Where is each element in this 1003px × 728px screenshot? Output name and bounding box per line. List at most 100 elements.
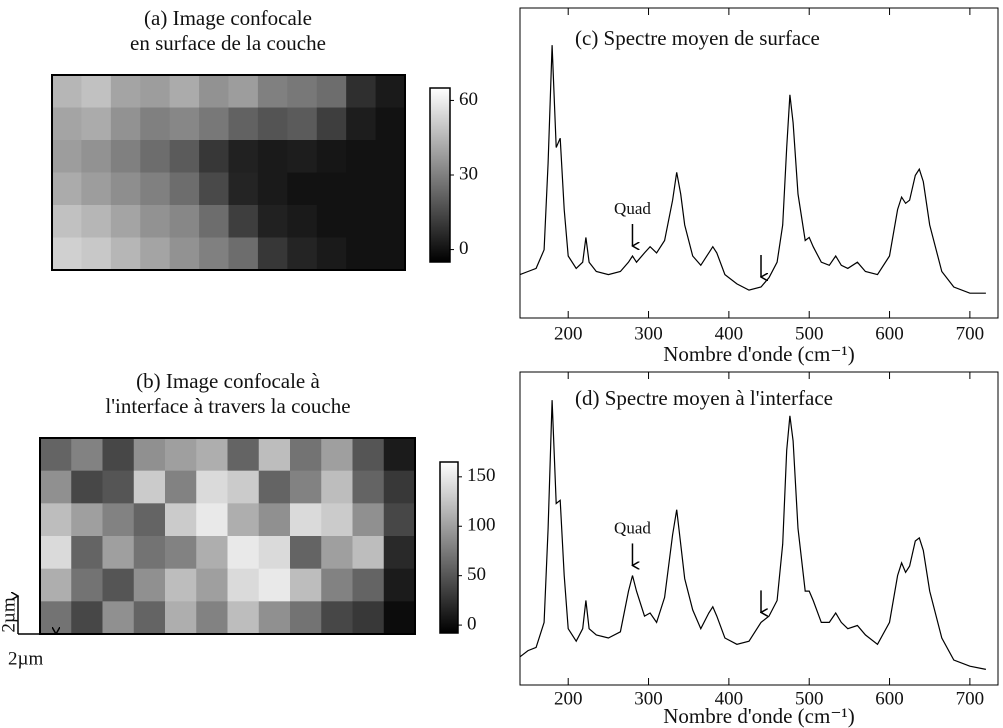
heatmap-cell [102,568,135,602]
colorbar-tick-label: 50 [467,564,486,585]
plot-frame [519,7,999,319]
heatmap-cell [199,237,229,271]
heatmap-cell [228,75,259,108]
heatmap-cell [140,75,171,108]
heatmap-cell [321,438,353,472]
heatmap-cell [227,470,260,504]
heatmap-cell [52,140,82,173]
heatmap-cell [71,470,103,504]
heatmap-cell [140,205,171,238]
spectrum-line [519,400,987,670]
heatmap-cell [110,237,141,271]
heatmap-cell [352,470,385,504]
heatmap-cell [71,601,103,635]
heatmap-cell [140,172,171,206]
heatmap-cell [257,140,288,173]
heatmap-cell [81,172,112,206]
heatmap-cell [316,205,347,238]
heatmap-cell [383,438,416,472]
heatmap-cell [375,172,406,206]
heatmap-cell [133,536,166,570]
scale-bar-label: 2µm [0,597,19,632]
colorbar [439,461,459,634]
heatmap-cell [352,601,385,635]
heatmap-cell [52,107,82,141]
heatmap-cell [40,568,72,602]
x-tick-label: 400 [715,688,744,709]
x-tick-label: 500 [795,688,824,709]
heatmap-cell [102,438,135,472]
heatmap-cell [40,536,72,570]
heatmap-cell [227,568,260,602]
plot-frame [519,371,999,686]
heatmap-cell [102,601,135,635]
heatmap-cell [383,568,416,602]
heatmap-cell [290,536,322,570]
heatmap-cell [81,107,112,141]
chart-title: (b) Image confocale à [136,369,320,393]
colorbar-tick-label: 150 [467,465,496,486]
heatmap-cell [228,140,259,173]
heatmap-cell [287,107,318,141]
heatmap-cell [133,503,166,537]
heatmap-cell [228,172,259,206]
heatmap-frame [51,74,406,271]
heatmap-cell [257,172,288,206]
heatmap-cell [71,568,103,602]
heatmap-cell [290,470,322,504]
heatmap-cell [169,75,200,108]
heatmap-cell [165,470,197,504]
heatmap-cell [352,503,385,537]
heatmap-cell [290,438,322,472]
heatmap-cell [375,237,406,271]
heatmap-cell [133,568,166,602]
colorbar-tick-label: 0 [467,613,477,634]
heatmap-cell [383,601,416,635]
x-tick-label: 600 [875,688,904,709]
heatmap-frame [39,437,416,635]
heatmap-cell [52,75,82,108]
heatmap-cell [290,503,322,537]
heatmap-cell [169,172,200,206]
heatmap-cell [40,601,72,635]
heatmap-cell [346,205,377,238]
heatmap-cell [375,140,406,173]
heatmap-cell [321,503,353,537]
heatmap-cell [199,107,229,141]
heatmap-cell [346,237,377,271]
heatmap-cell [383,503,416,537]
heatmap-cell [165,503,197,537]
heatmap-cell [227,536,260,570]
heatmap-cell [102,536,135,570]
spectrum-line [519,45,986,294]
x-tick-label: 700 [956,323,985,344]
heatmap-cell [287,237,318,271]
heatmap-cell [81,205,112,238]
x-tick-label: 700 [956,688,985,709]
heatmap-cell [71,503,103,537]
heatmap-cell [52,172,82,206]
colorbar [429,87,451,263]
heatmap-cell [228,237,259,271]
heatmap-cell [287,172,318,206]
heatmap-cell [258,503,291,537]
heatmap-cell [165,536,197,570]
heatmap-cell [169,237,200,271]
heatmap-cell [169,107,200,141]
heatmap-cell [346,140,377,173]
heatmap-cell [110,107,141,141]
heatmap-cell [257,75,288,108]
x-tick-label: 200 [554,688,583,709]
heatmap-cell [383,536,416,570]
x-axis-label: Nombre d'onde (cm⁻¹) [663,704,854,728]
heatmap-cell [316,107,347,141]
heatmap-cell [140,237,171,271]
heatmap-cell [165,601,197,635]
heatmap-cell [257,205,288,238]
heatmap-cell [196,438,228,472]
heatmap-cell [352,438,385,472]
chart-title: l'interface à travers la couche [105,394,350,418]
heatmap-cell [227,601,260,635]
heatmap-cell [287,75,318,108]
